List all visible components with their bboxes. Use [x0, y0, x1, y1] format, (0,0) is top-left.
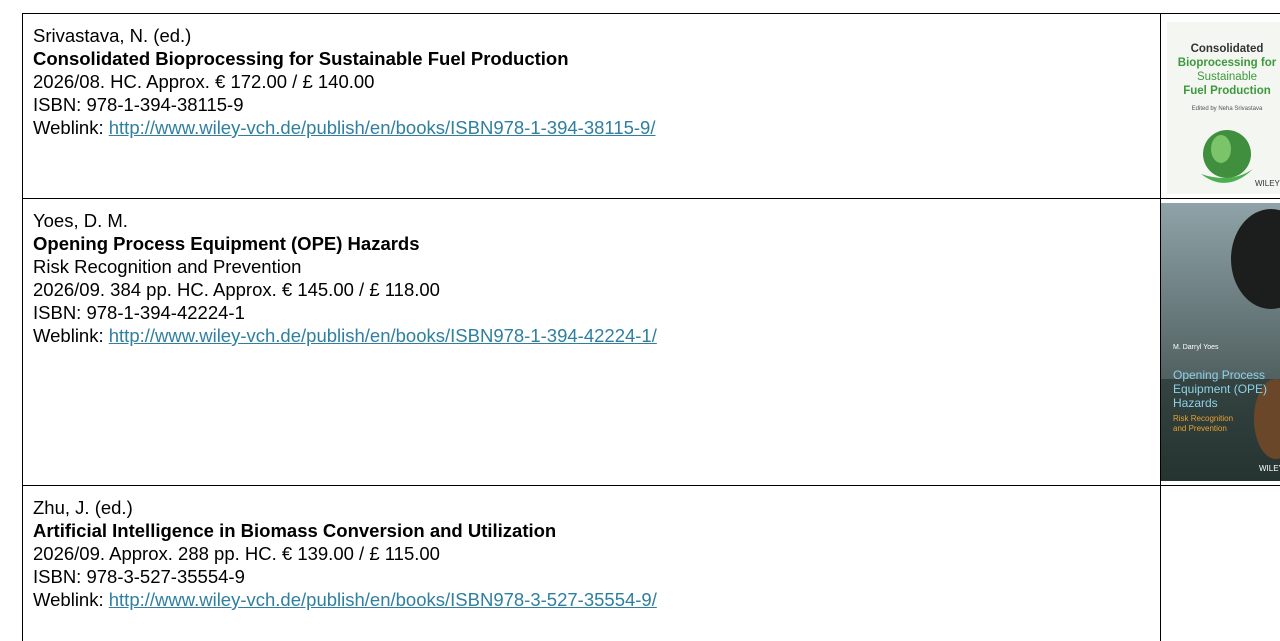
weblink: Weblink: http://www.wiley-vch.de/publish…	[33, 116, 1160, 139]
author: Yoes, D. M.	[33, 209, 1160, 232]
weblink: Weblink: http://www.wiley-vch.de/publish…	[33, 324, 1160, 347]
author: Zhu, J. (ed.)	[33, 496, 1160, 519]
cover-cell	[1161, 486, 1280, 641]
isbn: ISBN: 978-3-527-35554-9	[33, 565, 1160, 588]
cover-title-line: Consolidated	[1191, 43, 1264, 55]
url-link[interactable]: http://www.wiley-vch.de/publish/en/books…	[109, 589, 657, 610]
book-row: Zhu, J. (ed.) Artificial Intelligence in…	[23, 486, 1280, 641]
author: Srivastava, N. (ed.)	[33, 24, 1160, 47]
cover-title-line: Hazards	[1173, 396, 1218, 410]
cover-title-line: Equipment (OPE)	[1173, 382, 1267, 396]
details: 2026/08. HC. Approx. € 172.00 / £ 140.00	[33, 70, 1160, 93]
book-table: Srivastava, N. (ed.) Consolidated Biopro…	[22, 13, 1280, 641]
cover-title-line: Fuel Production	[1183, 85, 1271, 97]
weblink-label: Weblink:	[33, 589, 104, 610]
weblink: Weblink: http://www.wiley-vch.de/publish…	[33, 588, 1160, 611]
details: 2026/09. Approx. 288 pp. HC. € 139.00 / …	[33, 542, 1160, 565]
cover-title-line: Sustainable	[1197, 71, 1257, 83]
weblink-label: Weblink:	[33, 117, 104, 138]
cover-image: Consolidated Bioprocessing for Sustainab…	[1161, 14, 1280, 198]
book-row: Yoes, D. M. Opening Process Equipment (O…	[23, 199, 1280, 486]
cover-publisher: WILEY	[1259, 464, 1280, 473]
book-info: Yoes, D. M. Opening Process Equipment (O…	[23, 199, 1161, 486]
book-info: Srivastava, N. (ed.) Consolidated Biopro…	[23, 14, 1161, 199]
cover-subtitle-line: and Prevention	[1173, 424, 1227, 433]
cover-title-line: Opening Process	[1173, 368, 1265, 382]
weblink-label: Weblink:	[33, 325, 104, 346]
details: 2026/09. 384 pp. HC. Approx. € 145.00 / …	[33, 278, 1160, 301]
cover-cell: Consolidated Bioprocessing for Sustainab…	[1161, 14, 1280, 199]
cover-editor: Edited by Neha Srivastava	[1192, 106, 1263, 112]
url-link[interactable]: http://www.wiley-vch.de/publish/en/books…	[109, 325, 657, 346]
title: Artificial Intelligence in Biomass Conve…	[33, 519, 1160, 542]
isbn: ISBN: 978-1-394-42224-1	[33, 301, 1160, 324]
subtitle: Risk Recognition and Prevention	[33, 255, 1160, 278]
cover-publisher: WILEY	[1255, 179, 1280, 188]
page: {"rows": [ {"author": "Srivastava, N. (e…	[0, 0, 1280, 641]
cover-cell: M. Darryl Yoes Opening Process Equipment…	[1161, 199, 1280, 486]
book-info: Zhu, J. (ed.) Artificial Intelligence in…	[23, 486, 1161, 641]
cover-image: M. Darryl Yoes Opening Process Equipment…	[1161, 199, 1280, 485]
title: Opening Process Equipment (OPE) Hazards	[33, 232, 1160, 255]
url-link[interactable]: http://www.wiley-vch.de/publish/en/books…	[109, 117, 656, 138]
isbn: ISBN: 978-1-394-38115-9	[33, 93, 1160, 116]
title: Consolidated Bioprocessing for Sustainab…	[33, 47, 1160, 70]
cover-subtitle-line: Risk Recognition	[1173, 414, 1233, 423]
cover-author: M. Darryl Yoes	[1173, 344, 1219, 351]
cover-title-line: Bioprocessing for	[1178, 57, 1277, 69]
book-row: Srivastava, N. (ed.) Consolidated Biopro…	[23, 14, 1280, 199]
